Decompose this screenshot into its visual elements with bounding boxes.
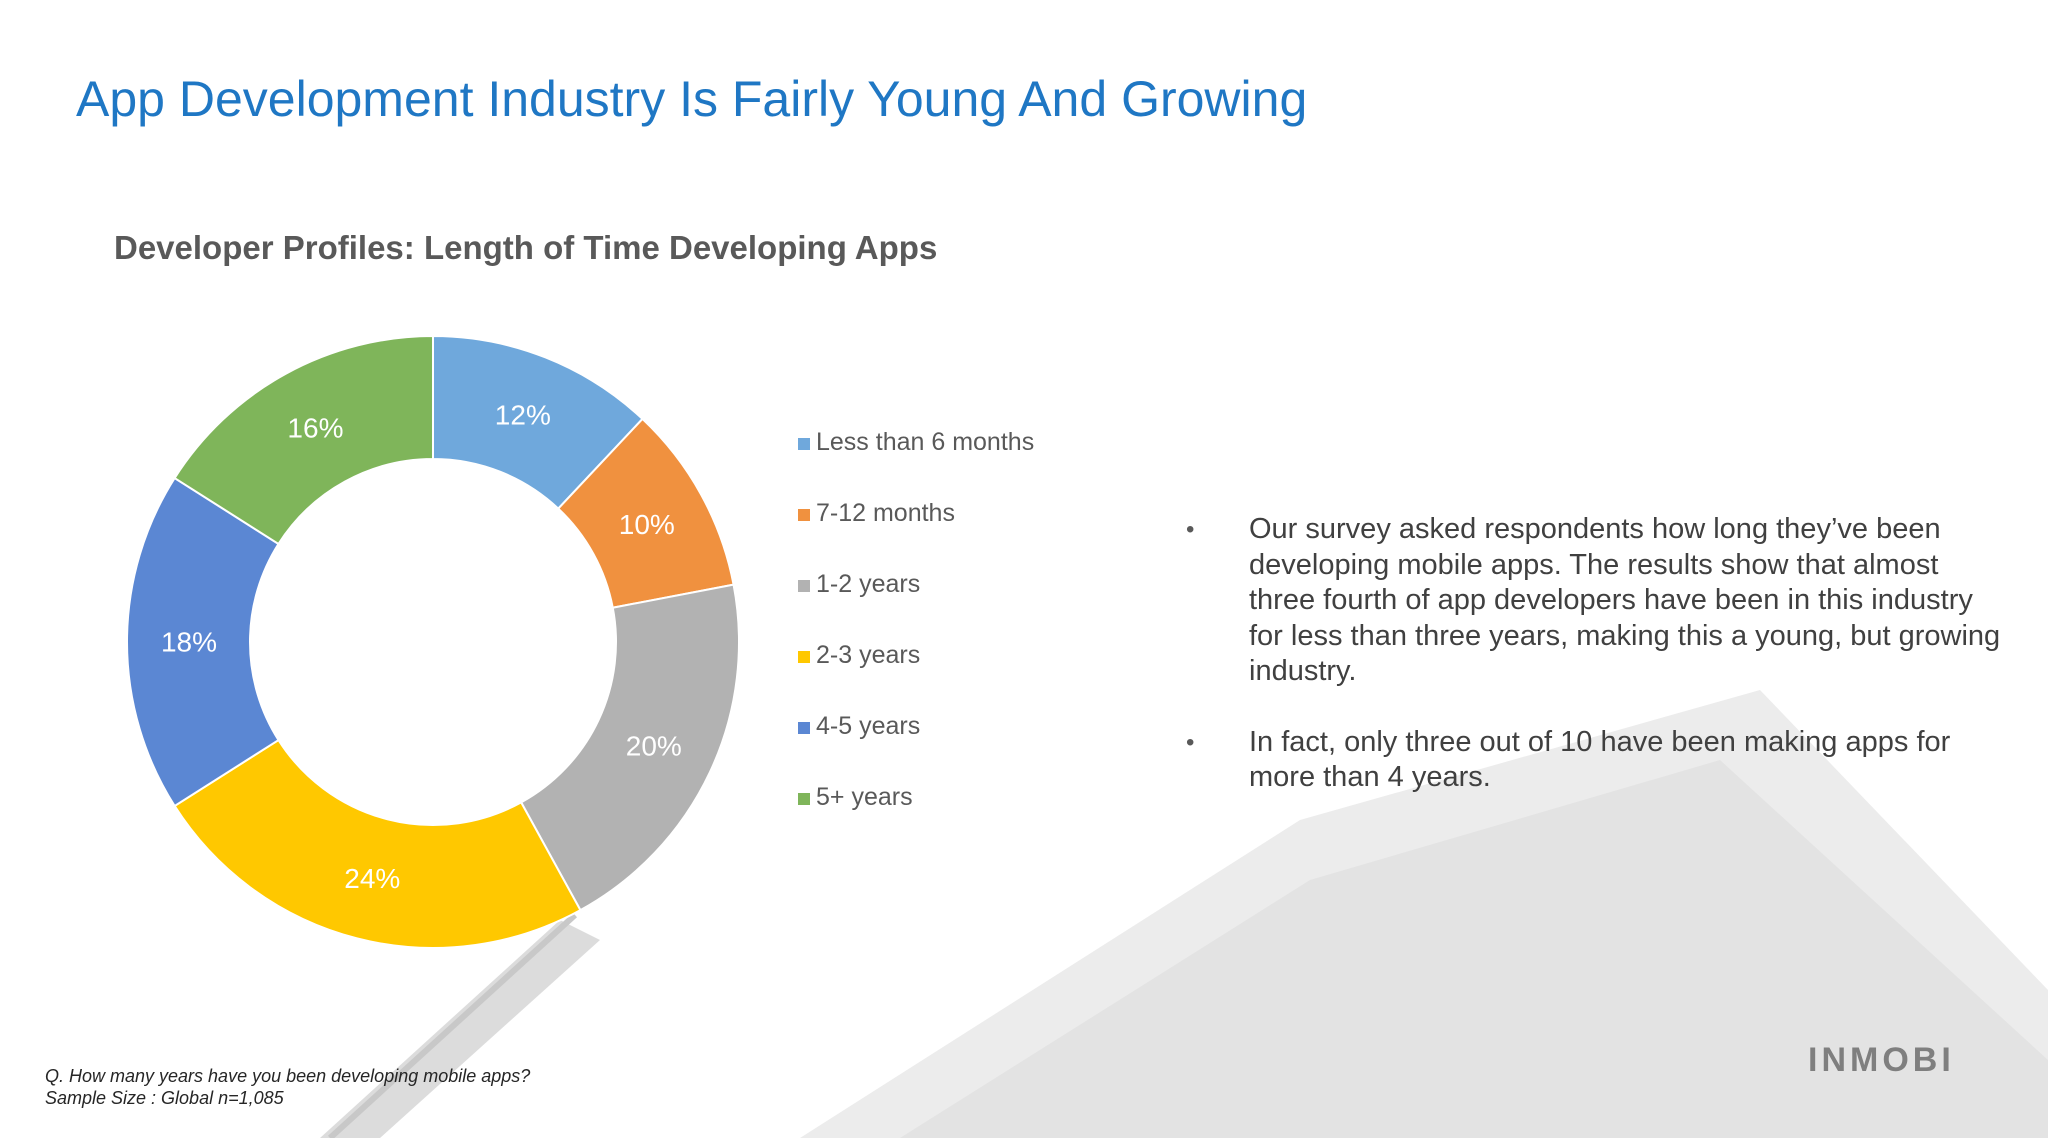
- legend-item-1-2-years: 1-2 years: [798, 570, 1034, 641]
- data-label-4-5-years: 18%: [161, 627, 217, 658]
- data-label-2-3-years: 24%: [344, 863, 400, 894]
- legend-swatch: [798, 580, 810, 592]
- data-label-less-than-6-months: 12%: [495, 400, 551, 431]
- bullet-item: • In fact, only three out of 10 have bee…: [1182, 725, 2002, 796]
- legend-label: 5+ years: [816, 783, 913, 811]
- inmobi-logo: INMOBI: [1808, 1041, 1955, 1079]
- donut-slice-4-5-years: [126, 476, 280, 808]
- legend-item-7-12-months: 7-12 months: [798, 499, 1034, 570]
- legend-swatch: [798, 509, 810, 521]
- legend-swatch: [798, 793, 810, 805]
- bullet-list: • Our survey asked respondents how long …: [1182, 512, 2002, 831]
- bullet-dot-icon: •: [1186, 728, 1195, 756]
- data-label-5-years: 16%: [287, 413, 343, 444]
- legend-item-5-years: 5+ years: [798, 783, 1034, 854]
- legend-swatch: [798, 438, 810, 450]
- legend-swatch: [798, 722, 810, 734]
- data-label-1-2-years: 20%: [626, 730, 682, 761]
- legend-label: 7-12 months: [816, 499, 955, 527]
- footnote-question: Q. How many years have you been developi…: [45, 1066, 531, 1086]
- legend-label: Less than 6 months: [816, 428, 1035, 456]
- donut-slice-2-3-years: [173, 738, 582, 949]
- footnote-sample-size: Sample Size : Global n=1,085: [45, 1088, 284, 1108]
- chart-title: Developer Profiles: Length of Time Devel…: [114, 229, 938, 266]
- legend-item-4-5-years: 4-5 years: [798, 712, 1034, 783]
- bullet-text: Our survey asked respondents how long th…: [1249, 513, 2001, 687]
- chart-legend: Less than 6 months 7-12 months 1-2 years 2-…: [798, 428, 1034, 854]
- legend-label: 1-2 years: [816, 570, 921, 598]
- legend-label: 2-3 years: [816, 641, 921, 669]
- donut-slice-5-years: [173, 334, 434, 546]
- slide-title: App Development Industry Is Fairly Young…: [76, 71, 1308, 127]
- legend-label: 4-5 years: [816, 712, 921, 740]
- legend-item-less-than-6-months: Less than 6 months: [798, 428, 1034, 499]
- data-label-7-12-months: 10%: [619, 509, 675, 540]
- bullet-dot-icon: •: [1186, 516, 1195, 543]
- bullet-text: In fact, only three out of 10 have been …: [1249, 725, 1951, 794]
- donut-slice-1-2-years: [519, 583, 740, 912]
- bullet-item: • Our survey asked respondents how long …: [1182, 512, 2002, 690]
- legend-item-2-3-years: 2-3 years: [798, 641, 1034, 712]
- legend-swatch: [798, 651, 810, 663]
- footnote: Q. How many years have you been developi…: [45, 1065, 530, 1109]
